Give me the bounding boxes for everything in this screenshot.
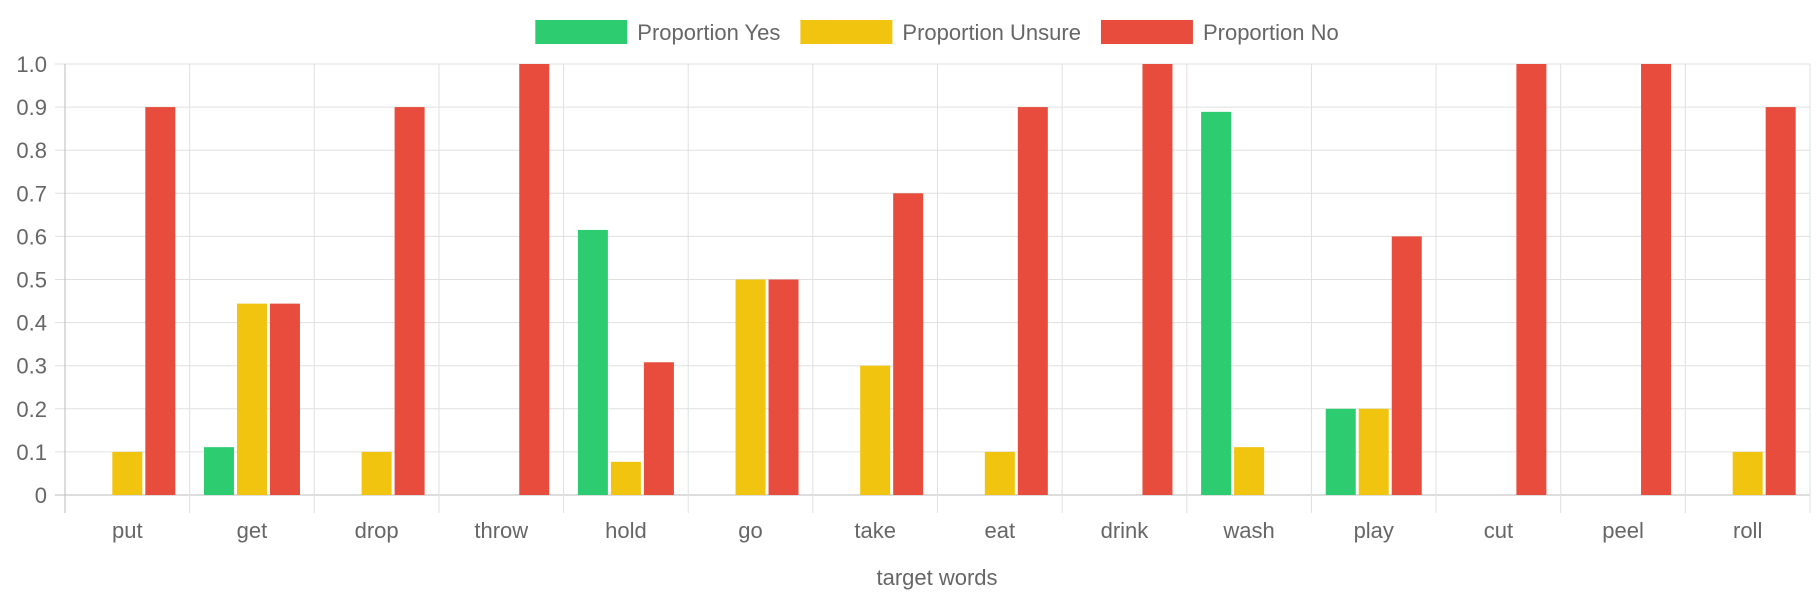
bar-proportion-no-cut (1516, 64, 1547, 495)
y-tick-label: 1.0 (16, 52, 47, 77)
x-tick-label: drop (355, 518, 399, 543)
x-tick-label: cut (1484, 518, 1513, 543)
bar-proportion-unsure-take (860, 365, 891, 495)
legend: Proportion Yes Proportion Unsure Proportio… (535, 20, 1339, 45)
bar-proportion-unsure-go (735, 279, 766, 495)
legend-item-proportion-unsure[interactable]: Proportion Unsure (800, 20, 1081, 45)
x-tick-label: play (1354, 518, 1394, 543)
bar-proportion-no-peel (1641, 64, 1672, 495)
bar-proportion-unsure-wash (1234, 447, 1265, 495)
bar-proportion-no-drink (1142, 64, 1173, 495)
legend-item-proportion-yes[interactable]: Proportion Yes (535, 20, 780, 45)
legend-label: Proportion No (1203, 20, 1339, 45)
x-tick-label: throw (474, 518, 528, 543)
x-tick-label: eat (985, 518, 1016, 543)
legend-swatch (1100, 20, 1193, 44)
y-tick-label: 0.3 (16, 354, 47, 379)
bar-proportion-unsure-hold (610, 461, 641, 495)
bar-proportion-unsure-get (236, 303, 267, 495)
x-tick-label: get (237, 518, 268, 543)
bar-proportion-yes-play (1325, 408, 1356, 495)
legend-label: Proportion Yes (637, 20, 780, 45)
y-tick-label: 0 (35, 483, 47, 508)
grid-lines (55, 63, 1811, 513)
legend-swatch (535, 20, 628, 44)
bar-proportion-no-throw (519, 64, 550, 495)
legend-swatch (800, 20, 893, 44)
y-tick-label: 0.5 (16, 268, 47, 293)
x-axis-title: target words (876, 565, 997, 590)
bar-proportion-yes-get (203, 447, 234, 495)
legend-item-proportion-no[interactable]: Proportion No (1100, 20, 1339, 45)
bar-proportion-unsure-roll (1732, 451, 1763, 495)
bar-proportion-unsure-play (1358, 408, 1389, 495)
bar-proportion-unsure-eat (984, 451, 1015, 495)
x-tick-label: take (854, 518, 896, 543)
y-tick-label: 0.2 (16, 397, 47, 422)
bars (112, 64, 1796, 496)
bar-proportion-no-put (145, 107, 176, 495)
y-tick-label: 0.6 (16, 224, 47, 249)
y-tick-label: 0.1 (16, 440, 47, 465)
bar-proportion-no-drop (394, 107, 425, 495)
bar-proportion-no-hold (643, 362, 674, 495)
legend-label: Proportion Unsure (902, 20, 1081, 45)
y-tick-label: 0.4 (16, 311, 47, 336)
x-tick-label: go (738, 518, 762, 543)
x-tick-label: roll (1733, 518, 1762, 543)
x-tick-label: hold (605, 518, 647, 543)
bar-proportion-no-take (893, 193, 924, 496)
bar-proportion-unsure-drop (361, 451, 392, 495)
bar-proportion-no-go (768, 279, 799, 495)
bar-proportion-no-roll (1765, 107, 1796, 495)
bar-proportion-no-eat (1017, 107, 1048, 495)
y-tick-label: 0.9 (16, 95, 47, 120)
bar-proportion-unsure-put (112, 451, 143, 495)
y-tick-label: 0.7 (16, 181, 47, 206)
bar-proportion-yes-hold (577, 229, 608, 495)
x-tick-label: put (112, 518, 143, 543)
bar-proportion-no-play (1391, 236, 1422, 495)
x-tick-label: wash (1222, 518, 1274, 543)
bar-proportion-no-get (269, 303, 300, 495)
x-tick-label: drink (1101, 518, 1150, 543)
y-tick-label: 0.8 (16, 138, 47, 163)
bar-proportion-yes-wash (1201, 111, 1232, 495)
axes: 0 0.1 0.2 0.3 0.4 0.5 0.6 0.7 0.8 0.9 1.0 put get dro… (16, 52, 1762, 543)
x-tick-label: peel (1602, 518, 1644, 543)
